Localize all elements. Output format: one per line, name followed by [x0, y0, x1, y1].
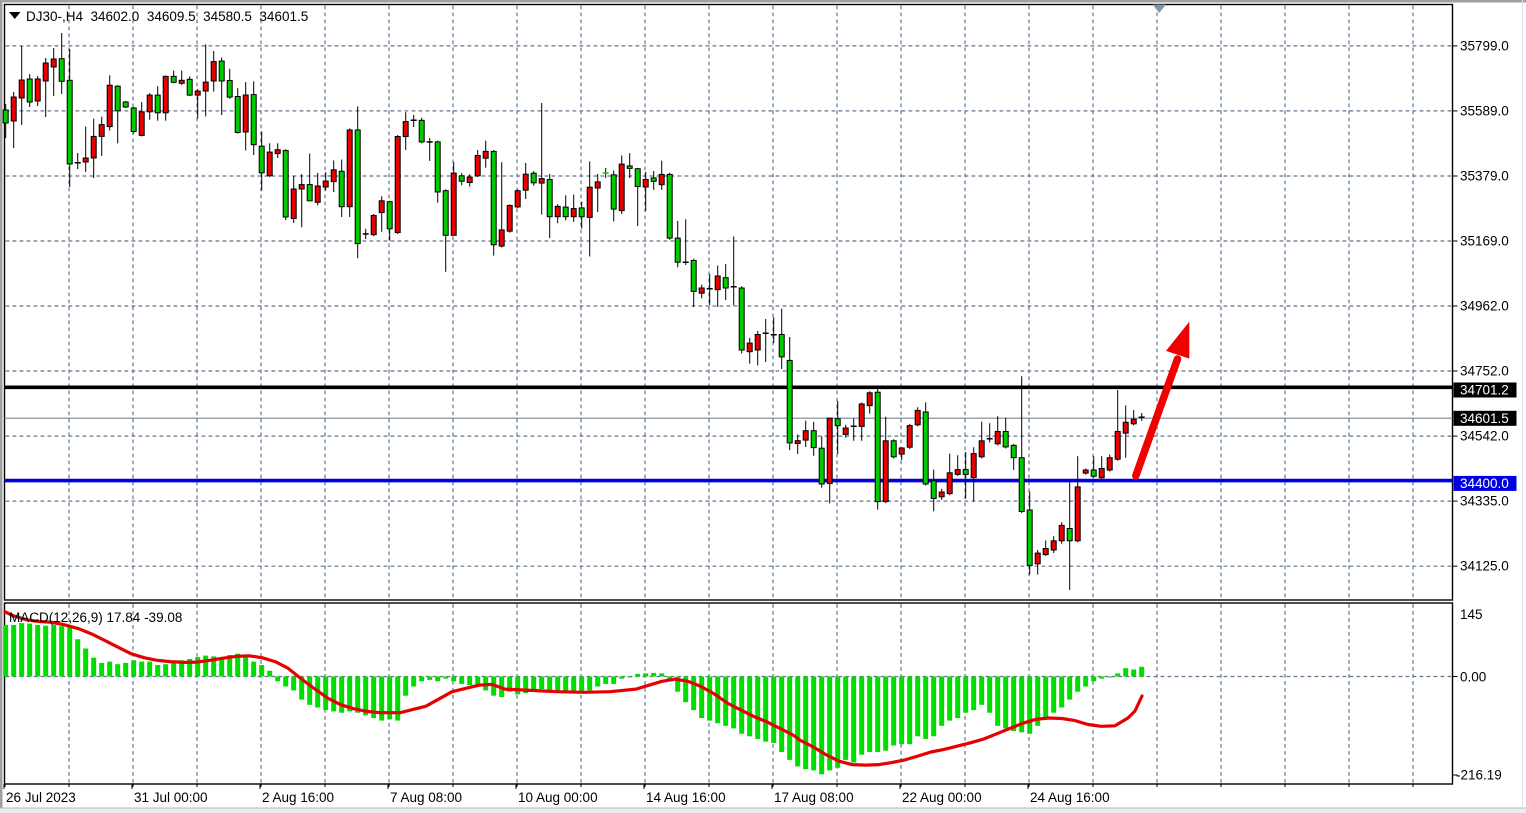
svg-text:34962.0: 34962.0: [1460, 299, 1509, 314]
svg-text:34601.5: 34601.5: [1460, 411, 1509, 426]
svg-text:22 Aug 00:00: 22 Aug 00:00: [902, 790, 982, 805]
svg-text:31 Jul 00:00: 31 Jul 00:00: [134, 790, 208, 805]
svg-text:MACD(12,26,9) 17.84 -39.08: MACD(12,26,9) 17.84 -39.08: [9, 610, 182, 625]
svg-text:35589.0: 35589.0: [1460, 103, 1509, 118]
svg-text:10 Aug 00:00: 10 Aug 00:00: [518, 790, 598, 805]
svg-text:7 Aug 08:00: 7 Aug 08:00: [390, 790, 462, 805]
svg-text:34752.0: 34752.0: [1460, 364, 1509, 379]
svg-text:26 Jul 2023: 26 Jul 2023: [6, 790, 76, 805]
svg-text:34125.0: 34125.0: [1460, 559, 1509, 574]
svg-text:14 Aug 16:00: 14 Aug 16:00: [646, 790, 726, 805]
svg-text:35169.0: 35169.0: [1460, 234, 1509, 249]
svg-text:35799.0: 35799.0: [1460, 38, 1509, 53]
svg-text:34542.0: 34542.0: [1460, 429, 1509, 444]
svg-text:34400.0: 34400.0: [1460, 476, 1509, 491]
svg-text:35379.0: 35379.0: [1460, 169, 1509, 184]
svg-text:17 Aug 08:00: 17 Aug 08:00: [774, 790, 854, 805]
svg-text:2 Aug 16:00: 2 Aug 16:00: [262, 790, 334, 805]
svg-text:24 Aug 16:00: 24 Aug 16:00: [1030, 790, 1110, 805]
svg-text:-216.19: -216.19: [1456, 768, 1502, 783]
svg-text:DJ30-,H4 34602.0 34609.5 34: DJ30-,H4 34602.0 34609.5 34580.5 34601.5: [26, 9, 308, 24]
svg-text:145: 145: [1460, 607, 1483, 622]
svg-text:34335.0: 34335.0: [1460, 494, 1509, 509]
svg-text:0.00: 0.00: [1460, 670, 1486, 685]
svg-text:34701.2: 34701.2: [1460, 383, 1509, 398]
